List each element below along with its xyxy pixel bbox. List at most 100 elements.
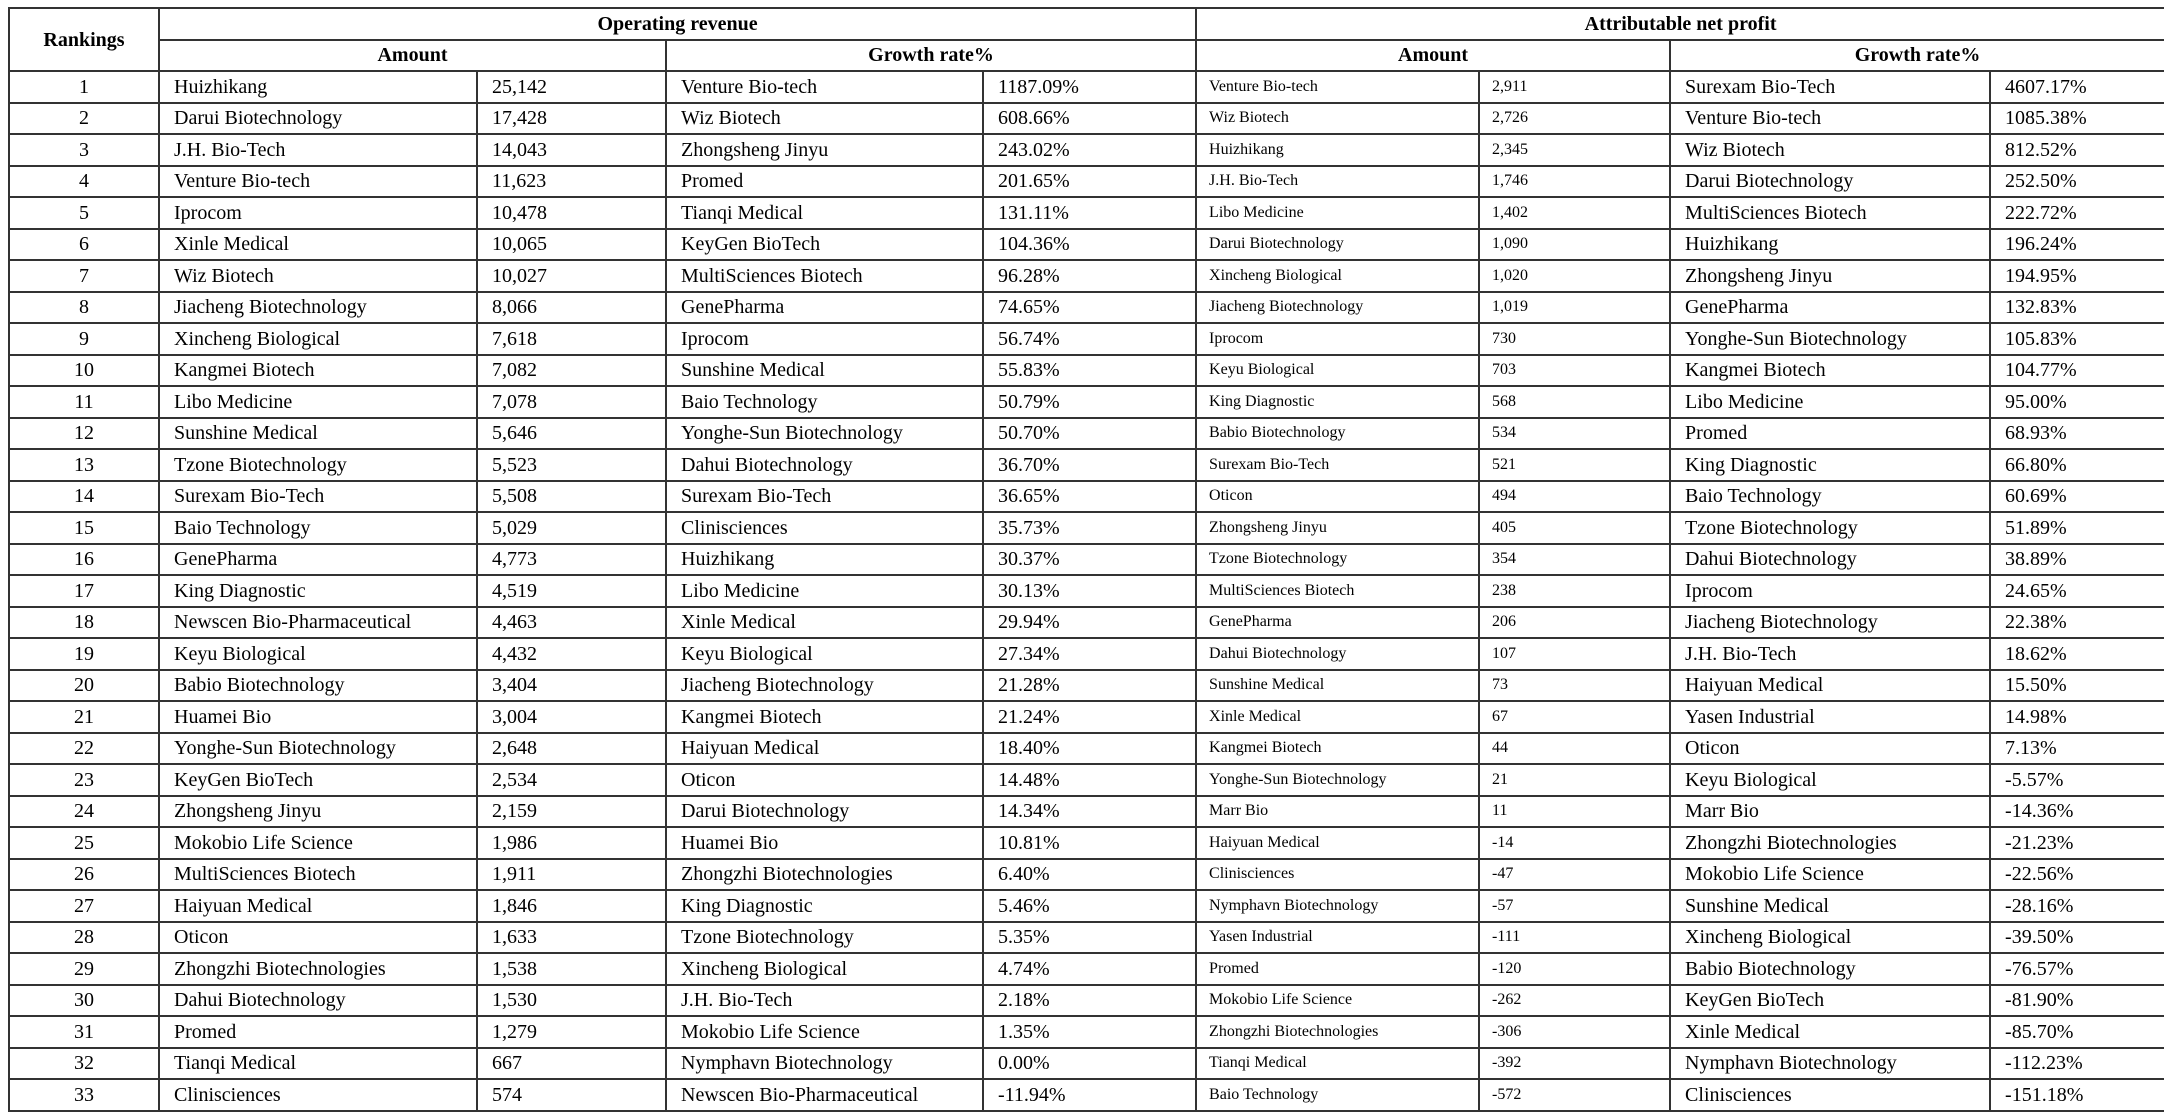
cell-profit-amount-company: Oticon (1195, 479, 1481, 513)
cell-profit-growth: 18.62% (1989, 637, 2164, 671)
cell-revenue-amount-company: Babio Biotechnology (158, 668, 478, 702)
cell-revenue-amount-company: Baio Technology (158, 511, 478, 545)
cell-profit-amount-company: Keyu Biological (1195, 353, 1481, 387)
cell-rank: 26 (8, 857, 160, 891)
cell-profit-growth-company: Babio Biotechnology (1669, 952, 1992, 986)
cell-revenue-growth: 0.00% (981, 1046, 1198, 1080)
cell-profit-growth-company: Sunshine Medical (1669, 889, 1992, 923)
cell-profit-amount-company: Xinle Medical (1195, 700, 1481, 734)
cell-revenue-growth-company: Baio Technology (665, 385, 984, 419)
cell-revenue-amount: 7,082 (476, 353, 667, 387)
cell-profit-growth: 196.24% (1989, 227, 2164, 261)
cell-revenue-amount: 7,078 (476, 385, 667, 419)
table-row: 5 Iprocom 10,478 Tianqi Medical 131.11% Libo … (8, 196, 2164, 230)
cell-rank: 23 (8, 763, 160, 797)
table-row: 29 Zhongzhi Biotechnologies 1,538 Xincheng … (8, 952, 2164, 986)
cell-profit-amount: 521 (1478, 448, 1672, 482)
cell-revenue-amount: 4,519 (476, 574, 667, 608)
cell-profit-amount-company: Clinisciences (1195, 857, 1481, 891)
cell-profit-growth: 252.50% (1989, 164, 2164, 198)
cell-profit-amount-company: Yasen Industrial (1195, 920, 1481, 954)
cell-revenue-amount-company: Libo Medicine (158, 385, 478, 419)
cell-revenue-growth-company: Xincheng Biological (665, 952, 984, 986)
cell-profit-amount: 1,090 (1478, 227, 1672, 261)
table-row: 9 Xincheng Biological 7,618 Iprocom 56.74% Ip… (8, 322, 2164, 356)
cell-profit-growth-company: Xincheng Biological (1669, 920, 1992, 954)
cell-revenue-amount: 10,478 (476, 196, 667, 230)
cell-revenue-amount-company: Surexam Bio-Tech (158, 479, 478, 513)
cell-profit-amount-company: Mokobio Life Science (1195, 983, 1481, 1017)
cell-profit-growth: -28.16% (1989, 889, 2164, 923)
cell-profit-growth: -21.23% (1989, 826, 2164, 860)
table-row: 24 Zhongsheng Jinyu 2,159 Darui Biotechnolo… (8, 794, 2164, 828)
cell-rank: 11 (8, 385, 160, 419)
cell-rank: 1 (8, 70, 160, 104)
cell-profit-amount: 1,019 (1478, 290, 1672, 324)
cell-revenue-growth: 6.40% (981, 857, 1198, 891)
cell-revenue-amount-company: Darui Biotechnology (158, 101, 478, 135)
cell-revenue-amount-company: Zhongzhi Biotechnologies (158, 952, 478, 986)
cell-rank: 2 (8, 101, 160, 135)
cell-profit-growth: 14.98% (1989, 700, 2164, 734)
cell-profit-amount: 568 (1478, 385, 1672, 419)
cell-profit-growth: 194.95% (1989, 259, 2164, 293)
cell-rank: 12 (8, 416, 160, 450)
cell-profit-growth: 60.69% (1989, 479, 2164, 513)
table-row: 1 Huizhikang 25,142 Venture Bio-tech 1187.09… (8, 70, 2164, 104)
cell-profit-amount-company: J.H. Bio-Tech (1195, 164, 1481, 198)
cell-profit-amount-company: Venture Bio-tech (1195, 70, 1481, 104)
cell-revenue-amount-company: MultiSciences Biotech (158, 857, 478, 891)
table-row: 22 Yonghe-Sun Biotechnology 2,648 Haiyuan M… (8, 731, 2164, 765)
cell-revenue-amount: 574 (476, 1078, 667, 1112)
table-row: 27 Haiyuan Medical 1,846 King Diagnostic 5.4… (8, 889, 2164, 923)
cell-profit-amount: -572 (1478, 1078, 1672, 1112)
cell-profit-growth-company: Clinisciences (1669, 1078, 1992, 1112)
cell-profit-growth: -5.57% (1989, 763, 2164, 797)
cell-revenue-amount-company: KeyGen BioTech (158, 763, 478, 797)
cell-revenue-amount: 4,773 (476, 542, 667, 576)
cell-profit-growth-company: Venture Bio-tech (1669, 101, 1992, 135)
cell-profit-growth-company: Baio Technology (1669, 479, 1992, 513)
cell-rank: 5 (8, 196, 160, 230)
cell-revenue-amount: 1,633 (476, 920, 667, 954)
cell-rank: 30 (8, 983, 160, 1017)
cell-profit-amount-company: Nymphavn Biotechnology (1195, 889, 1481, 923)
cell-profit-amount-company: Haiyuan Medical (1195, 826, 1481, 860)
cell-profit-growth: 66.80% (1989, 448, 2164, 482)
table-row: 26 MultiSciences Biotech 1,911 Zhongzhi Bio… (8, 857, 2164, 891)
cell-profit-growth: -22.56% (1989, 857, 2164, 891)
cell-revenue-growth-company: Libo Medicine (665, 574, 984, 608)
table-row: 4 Venture Bio-tech 11,623 Promed 201.65% J.H.… (8, 164, 2164, 198)
cell-profit-growth: -76.57% (1989, 952, 2164, 986)
cell-revenue-amount: 4,432 (476, 637, 667, 671)
table-row: 33 Clinisciences 574 Newscen Bio-Pharmaceut… (8, 1078, 2164, 1112)
cell-profit-growth-company: Promed (1669, 416, 1992, 450)
cell-revenue-growth-company: Surexam Bio-Tech (665, 479, 984, 513)
cell-profit-amount-company: Promed (1195, 952, 1481, 986)
cell-profit-growth-company: Surexam Bio-Tech (1669, 70, 1992, 104)
cell-revenue-amount: 2,159 (476, 794, 667, 828)
table-row: 2 Darui Biotechnology 17,428 Wiz Biotech 608… (8, 101, 2164, 135)
table-row: 10 Kangmei Biotech 7,082 Sunshine Medical 55… (8, 353, 2164, 387)
cell-profit-growth: 68.93% (1989, 416, 2164, 450)
cell-profit-amount: 67 (1478, 700, 1672, 734)
table-row: 19 Keyu Biological 4,432 Keyu Biological 27.… (8, 637, 2164, 671)
cell-revenue-amount: 5,508 (476, 479, 667, 513)
table-row: 21 Huamei Bio 3,004 Kangmei Biotech 21.24% Xi… (8, 700, 2164, 734)
cell-revenue-amount-company: Huamei Bio (158, 700, 478, 734)
cell-revenue-growth-company: King Diagnostic (665, 889, 984, 923)
table-row: 25 Mokobio Life Science 1,986 Huamei Bio 10.… (8, 826, 2164, 860)
revenue-growth-header: Growth rate% (664, 38, 1198, 72)
cell-revenue-amount-company: Xinle Medical (158, 227, 478, 261)
cell-profit-growth: 24.65% (1989, 574, 2164, 608)
cell-profit-amount-company: Darui Biotechnology (1195, 227, 1481, 261)
cell-revenue-amount: 1,911 (476, 857, 667, 891)
attributable-net-profit-header: Attributable net profit (1195, 7, 2164, 41)
cell-revenue-amount-company: Xincheng Biological (158, 322, 478, 356)
table-row: 16 GenePharma 4,773 Huizhikang 30.37% Tzone B… (8, 542, 2164, 576)
cell-revenue-amount-company: Tianqi Medical (158, 1046, 478, 1080)
cell-revenue-growth: 35.73% (981, 511, 1198, 545)
cell-revenue-amount: 1,986 (476, 826, 667, 860)
cell-profit-amount: -111 (1478, 920, 1672, 954)
cell-profit-amount-company: GenePharma (1195, 605, 1481, 639)
